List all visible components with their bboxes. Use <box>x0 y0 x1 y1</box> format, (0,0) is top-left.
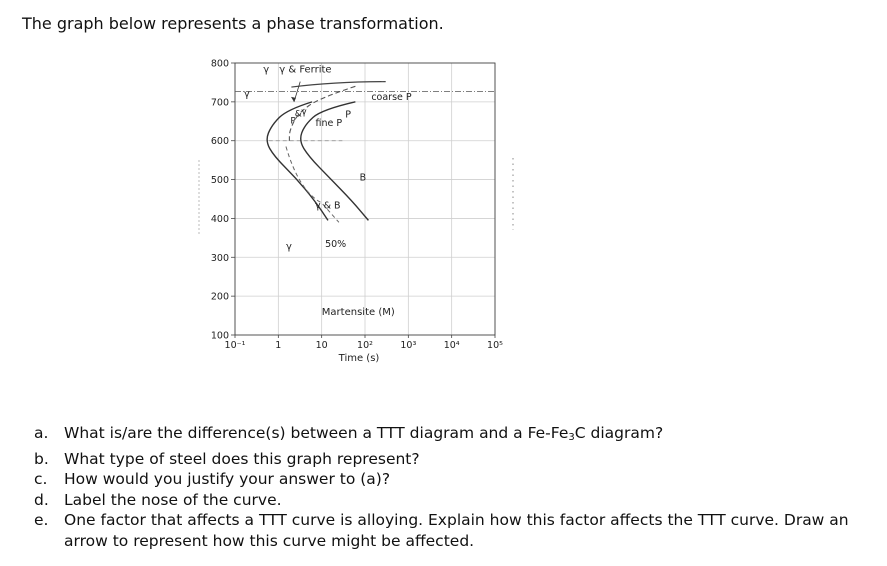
question-text: How would you justify your answer to (a)… <box>64 470 391 488</box>
question-b: b. What type of steel does this graph re… <box>34 449 884 470</box>
x-tick-label: 10 <box>316 340 328 351</box>
question-letter: a. <box>34 424 49 442</box>
question-list: a. What is/are the difference(s) between… <box>34 423 884 551</box>
question-text: Label the nose of the curve. <box>64 490 282 509</box>
gamma-ferrite-label: γ & Ferrite <box>279 65 331 76</box>
intro-text: The graph below represents a phase trans… <box>22 14 444 33</box>
x-tick-label: 10⁻¹ <box>225 340 246 351</box>
x-tick-label: 10² <box>357 340 373 351</box>
question-letter: e. <box>34 511 49 529</box>
y-tick-label: 800 <box>211 59 229 70</box>
question-text: What type of steel does this graph repre… <box>64 449 420 468</box>
upper-curve <box>291 81 386 88</box>
martensite-label: Martensite (M) <box>322 307 395 318</box>
ttt-diagram: 800 700 600 500 400 300 200 100 10⁻¹ 1 10 10² 10³ 10⁴… <box>195 50 525 374</box>
y-tick-label: 300 <box>211 253 229 264</box>
fine-p-label: fine P <box>315 118 342 129</box>
x-axis-label: Time (s) <box>338 353 380 364</box>
y-tick-label: 500 <box>211 175 229 186</box>
b-label: B <box>360 172 367 183</box>
question-text-tail: C diagram? <box>574 424 664 442</box>
fifty-percent-label: 50% <box>325 239 346 250</box>
chart-grid <box>234 62 496 336</box>
p-label: P <box>290 117 296 127</box>
fifty-percent-curve <box>285 146 340 223</box>
question-text: One factor that affects a TTT curve is a… <box>64 511 849 550</box>
y-tick-label: 400 <box>211 214 229 225</box>
amp-label: & <box>295 110 302 120</box>
gamma-b-label: γ & B <box>315 201 341 212</box>
finish-curve <box>300 101 369 221</box>
question-e: e. One factor that affects a TTT curve i… <box>34 510 884 551</box>
gamma-label: γ <box>286 242 292 253</box>
y-tick-label: 700 <box>211 97 229 108</box>
question-letter: d. <box>34 490 49 509</box>
x-tick-label: 1 <box>275 340 281 351</box>
question-letter: b. <box>34 449 49 468</box>
gamma-label: γ <box>301 107 307 117</box>
question-a: a. What is/are the difference(s) between… <box>34 423 884 449</box>
intermediate-curve <box>288 85 356 141</box>
x-tick-label: 10⁴ <box>444 340 460 351</box>
x-tick-label: 10⁵ <box>487 340 503 351</box>
question-text: What is/are the difference(s) between a … <box>64 424 569 442</box>
question-c: c. How would you justify your answer to … <box>34 469 884 490</box>
subscript: 3 <box>568 432 575 443</box>
y-tick-label: 100 <box>211 331 229 342</box>
annotation-arrowhead <box>291 96 297 102</box>
p-label: P <box>345 109 351 120</box>
x-tick-label: 10³ <box>400 340 416 351</box>
gamma-label: γ <box>263 65 269 76</box>
question-letter: c. <box>34 470 48 488</box>
y-tick-label: 600 <box>211 136 229 147</box>
coarse-p-label: coarse P <box>371 92 412 103</box>
y-tick-label: 200 <box>211 292 229 303</box>
question-d: d. Label the nose of the curve. <box>34 490 884 511</box>
gamma-label: γ <box>244 89 250 100</box>
chart-curves <box>266 81 386 223</box>
start-curve <box>266 101 329 221</box>
